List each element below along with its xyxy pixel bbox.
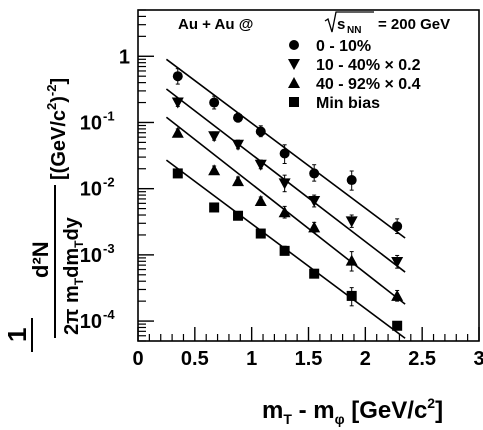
data-point [208,131,221,143]
data-point [233,210,244,221]
svg-text:[(GeV/c2)-2]: [(GeV/c2)-2] [44,78,70,180]
data-point [171,126,184,138]
legend-marker [288,77,300,88]
y-tick-exponent: -2 [103,175,115,190]
data-point [309,268,320,279]
data-point [346,175,357,186]
y-tick-exponent: -1 [103,108,115,123]
y-axis-title: 1 d²N 2π mTdmTdy [(GeV/c2)-2] [2,78,86,352]
y-tick-label: 10 [80,245,102,267]
data-point [345,254,358,266]
data-point [255,228,266,239]
svg-text:d²N: d²N [28,241,53,278]
title-sqrt-label: s [337,16,345,33]
data-point [254,159,267,171]
y-tick-label: 10 [80,311,102,333]
data-point [345,216,358,228]
x-tick-label: 1.5 [295,348,323,370]
legend: 0 - 10% 10 - 40% × 0.2 40 - 92% × 0.4 Min b… [288,38,421,112]
x-tick-label: 1 [246,348,257,370]
data-point [279,148,290,159]
data-point [308,196,321,208]
x-tick-label: 3 [473,348,483,370]
sqrt-sign [324,11,374,33]
legend-label: 0 - 10% [316,38,371,55]
y-tick-exponent: -4 [103,307,115,322]
title-system: Au + Au @ [178,16,253,33]
data-point [172,71,183,82]
data-point [391,289,404,301]
legend-marker [289,97,299,107]
data-point [171,97,184,109]
data-point [232,139,245,151]
data-point [346,290,357,301]
title-sqrt-sub: NN [347,25,361,36]
data-point [309,168,320,179]
chart-title: Au + Au @ s NN = 200 GeV [178,11,450,36]
x-tick-label: 0.5 [181,348,209,370]
title-energy: = 200 GeV [378,16,450,33]
legend-label: Min bias [316,95,380,112]
data-point [172,168,183,179]
data-point [208,164,221,176]
x-tick-label: 0 [132,348,143,370]
legend-label: 10 - 40% × 0.2 [316,57,421,74]
data-point [279,245,290,256]
data-point [232,175,245,187]
data-point [392,320,403,331]
legend-marker [288,59,300,70]
y-tick-label: 10 [80,112,102,134]
data-point [209,97,220,108]
data-point [392,221,403,232]
x-axis-title: mT - mφ [GeV/c2] [262,395,443,427]
data-markers [171,71,404,331]
axis-ticks [137,9,480,342]
x-tick-label: 2 [360,348,371,370]
x-tick-label: 2.5 [408,348,436,370]
legend-marker [289,40,299,50]
y-tick-exponent: -3 [103,241,115,256]
data-point [278,178,291,190]
svg-text:2π mTdmTdy: 2π mTdmTdy [61,216,86,335]
data-point [209,202,220,213]
data-point [255,126,266,137]
data-point [233,112,244,123]
svg-text:Au + Au @: Au + Au @ [178,16,253,33]
y-tick-label: 10 [80,179,102,201]
data-point [278,206,291,218]
svg-text:1: 1 [2,328,32,342]
data-point [391,257,404,269]
plot-frame [137,9,480,342]
data-point [254,195,267,207]
data-point [308,221,321,233]
y-tick-label: 1 [119,46,130,68]
legend-label: 40 - 92% × 0.4 [316,76,421,93]
